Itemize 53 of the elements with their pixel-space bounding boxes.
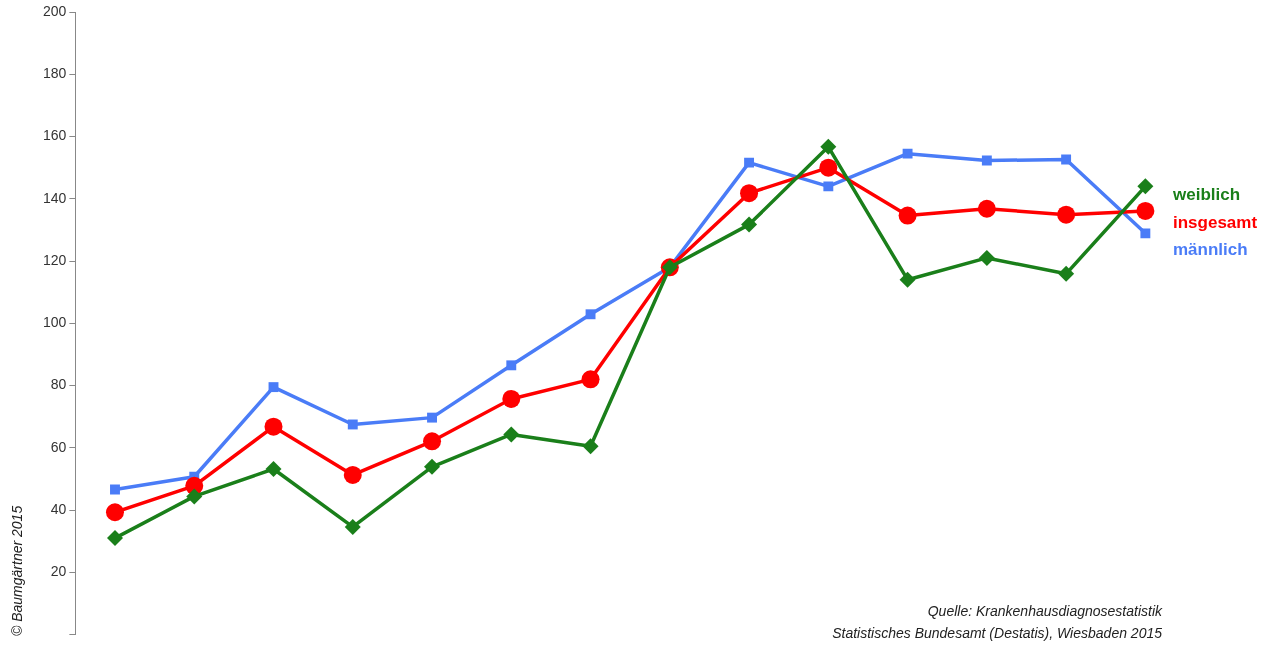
point bbox=[1058, 265, 1075, 282]
point bbox=[427, 412, 437, 423]
point bbox=[424, 458, 441, 475]
series-label: männlich bbox=[1173, 239, 1248, 259]
annotation: Quelle: Krankenhausdiagnosestatistik bbox=[927, 602, 1163, 619]
y-tick-label: 20 bbox=[50, 563, 67, 580]
point bbox=[978, 249, 995, 266]
point bbox=[819, 158, 838, 177]
point bbox=[899, 271, 916, 288]
point bbox=[1057, 205, 1076, 224]
point bbox=[582, 438, 599, 455]
point bbox=[1136, 201, 1155, 220]
point bbox=[1137, 178, 1154, 195]
y-tick-label: 80 bbox=[50, 376, 67, 393]
text: © Baumgärtner 2015 bbox=[8, 505, 25, 636]
y-tick-label: 60 bbox=[50, 438, 67, 455]
point bbox=[740, 184, 759, 203]
point bbox=[347, 419, 358, 430]
y-tick-label: 200 bbox=[43, 2, 67, 19]
point bbox=[977, 199, 996, 218]
point bbox=[503, 426, 520, 443]
y-tick-label: 100 bbox=[43, 314, 67, 331]
point bbox=[265, 460, 282, 477]
y-tick-label: 140 bbox=[43, 189, 67, 206]
point bbox=[1061, 154, 1072, 165]
point bbox=[106, 530, 123, 547]
point bbox=[585, 309, 596, 320]
point bbox=[581, 370, 600, 389]
point bbox=[343, 465, 362, 484]
point bbox=[110, 484, 120, 495]
point bbox=[502, 389, 521, 408]
series-label: insgesamt bbox=[1173, 212, 1258, 232]
point bbox=[423, 432, 442, 451]
y-tick-label: 180 bbox=[43, 65, 67, 82]
y-tick-label: 40 bbox=[50, 500, 67, 517]
point bbox=[264, 417, 283, 436]
point bbox=[898, 206, 917, 225]
annotation: Statistisches Bundesamt (Destatis), Wiesbaden 2015 bbox=[832, 624, 1163, 641]
point bbox=[506, 360, 517, 371]
point bbox=[344, 518, 361, 535]
point bbox=[981, 155, 992, 166]
point bbox=[744, 157, 755, 168]
point bbox=[823, 181, 834, 192]
series-label: weiblich bbox=[1172, 184, 1241, 204]
point bbox=[820, 138, 837, 155]
point bbox=[186, 488, 203, 505]
point bbox=[268, 382, 279, 393]
point bbox=[902, 148, 913, 159]
y-tick-label: 120 bbox=[43, 251, 67, 268]
point bbox=[105, 503, 124, 522]
point bbox=[741, 216, 758, 233]
y-tick-label: 160 bbox=[43, 127, 67, 144]
point bbox=[1140, 228, 1151, 239]
